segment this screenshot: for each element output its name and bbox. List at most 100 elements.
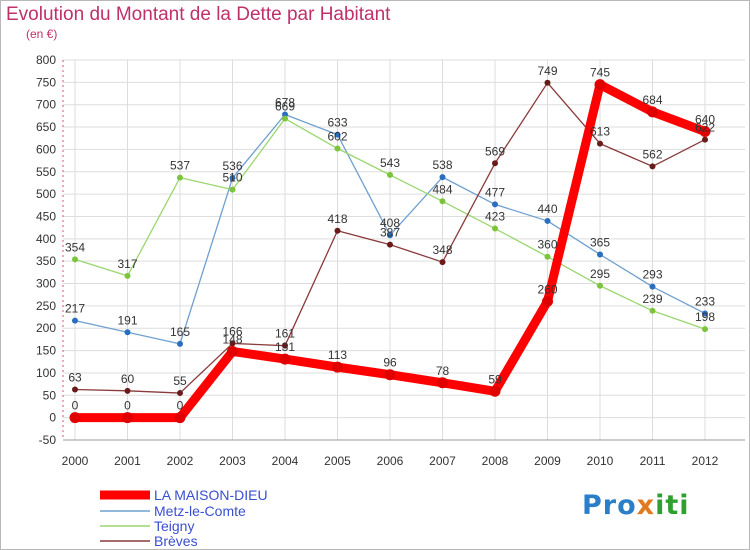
y-tick-label: 700 xyxy=(36,98,56,112)
series-point xyxy=(492,225,498,232)
data-label: 0 xyxy=(124,399,131,413)
y-tick-label: 350 xyxy=(36,254,56,268)
series-point xyxy=(544,79,551,86)
data-label: 684 xyxy=(642,93,662,107)
series-point xyxy=(332,361,343,373)
logo-text-part1: Pro xyxy=(582,490,637,521)
x-tick-label: 2008 xyxy=(482,454,509,468)
data-label: 113 xyxy=(328,348,347,362)
x-tick-label: 2005 xyxy=(324,454,351,468)
data-label: 295 xyxy=(590,267,610,281)
series-point xyxy=(334,145,341,152)
series-point xyxy=(229,340,236,347)
y-tick-label: 150 xyxy=(36,344,56,358)
data-label: 543 xyxy=(380,156,400,170)
data-label: 562 xyxy=(642,147,662,161)
logo-text-part2: x xyxy=(636,490,656,521)
y-tick-label: 550 xyxy=(36,165,56,179)
series-point xyxy=(702,310,708,317)
data-label: 96 xyxy=(383,356,397,370)
data-label: 63 xyxy=(68,370,82,384)
y-tick-label: 200 xyxy=(36,321,56,335)
series-point xyxy=(282,342,288,349)
x-tick-label: 2003 xyxy=(219,454,246,468)
data-label: 622 xyxy=(695,121,715,135)
data-label: 510 xyxy=(222,171,242,185)
series-point xyxy=(72,317,78,324)
data-label: 408 xyxy=(380,216,400,230)
x-tick-label: 2001 xyxy=(114,454,141,468)
data-label: 613 xyxy=(590,125,610,139)
data-label: 293 xyxy=(642,268,662,282)
data-label: 233 xyxy=(695,294,715,308)
data-label: 749 xyxy=(537,64,557,78)
data-label: 198 xyxy=(695,310,715,324)
series-point xyxy=(649,283,656,290)
y-tick-label: -50 xyxy=(39,433,57,447)
data-label: 78 xyxy=(436,364,450,378)
data-label: 161 xyxy=(275,327,295,341)
series-point xyxy=(387,232,393,239)
chart-subtitle: (en €) xyxy=(26,27,58,41)
y-tick-label: 800 xyxy=(36,53,56,67)
x-tick-label: 2000 xyxy=(62,454,89,468)
data-label: 131 xyxy=(275,340,295,354)
data-label: 365 xyxy=(590,235,610,249)
y-tick-label: 50 xyxy=(43,388,57,402)
series-point xyxy=(72,386,78,393)
data-label: 0 xyxy=(72,399,79,413)
series-point xyxy=(72,256,78,263)
y-tick-label: 300 xyxy=(36,277,56,291)
data-label: 360 xyxy=(537,238,557,252)
series-point xyxy=(124,329,131,336)
x-tick-label: 2006 xyxy=(377,454,404,468)
y-tick-label: 400 xyxy=(36,232,56,246)
series-point xyxy=(384,369,396,381)
series-point xyxy=(597,282,603,289)
proxiti-logo: Proxiti xyxy=(582,490,690,521)
series-point xyxy=(542,295,553,307)
series-point xyxy=(334,131,341,138)
series-point xyxy=(597,140,603,147)
series-point xyxy=(387,171,393,178)
series-point xyxy=(124,387,131,394)
series-point xyxy=(492,160,498,167)
y-tick-label: 450 xyxy=(36,209,56,223)
data-label: 239 xyxy=(642,292,662,306)
x-tick-label: 2004 xyxy=(272,454,299,468)
x-tick-label: 2009 xyxy=(534,454,561,468)
data-label: 418 xyxy=(327,212,347,226)
data-label: 602 xyxy=(327,130,347,144)
data-label: 423 xyxy=(485,210,505,224)
series-point xyxy=(699,126,711,138)
series-point xyxy=(174,412,186,424)
data-label: 477 xyxy=(485,185,505,199)
logo-text-part3: iti xyxy=(655,490,690,521)
data-label: 165 xyxy=(170,325,190,339)
series-point xyxy=(177,174,183,181)
y-tick-label: 750 xyxy=(36,75,56,89)
x-tick-label: 2002 xyxy=(167,454,194,468)
data-label: 440 xyxy=(537,202,557,216)
series-point xyxy=(702,326,708,333)
data-label: 0 xyxy=(177,399,184,413)
series-point xyxy=(439,198,446,205)
data-label: 538 xyxy=(432,158,452,172)
x-tick-label: 2011 xyxy=(640,454,666,468)
series-point xyxy=(702,136,708,143)
legend-label: Brèves xyxy=(154,533,198,549)
x-tick-label: 2012 xyxy=(692,454,719,468)
series-point xyxy=(489,385,501,397)
series-point xyxy=(597,251,603,258)
series-point xyxy=(229,175,236,182)
series-point xyxy=(229,186,236,193)
data-label: 745 xyxy=(590,66,610,80)
series-point xyxy=(544,253,551,260)
data-label: 260 xyxy=(537,282,557,296)
legend-label: Teigny xyxy=(154,518,194,534)
y-tick-label: 100 xyxy=(36,366,56,380)
data-label: 536 xyxy=(222,159,242,173)
data-label: 317 xyxy=(117,257,137,271)
data-label: 166 xyxy=(222,324,242,338)
